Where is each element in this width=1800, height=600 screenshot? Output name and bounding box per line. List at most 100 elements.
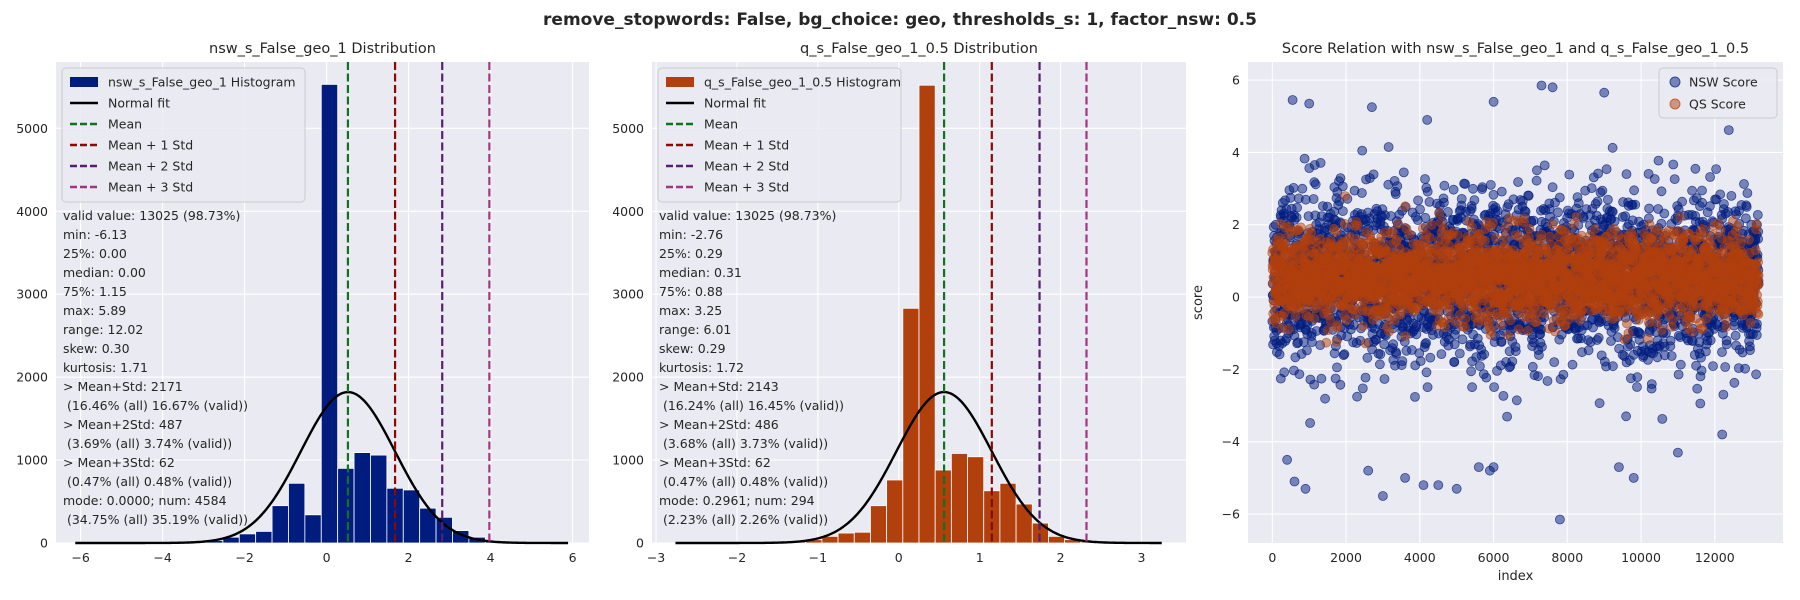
nsw-score-point [1523, 190, 1534, 201]
nsw-score-point [1475, 361, 1485, 372]
qs-score-point [1519, 213, 1529, 224]
nsw-score-point [1558, 369, 1569, 380]
qs-histogram-panel: −3 −2 −1 0 1 2 3010002000300040005000q_s_False… [612, 41, 1186, 565]
nsw-score-point [1443, 206, 1453, 217]
nsw-score-point [1300, 483, 1311, 494]
x-tick-label: 2000 [1330, 550, 1362, 565]
nsw-score-point [1717, 347, 1727, 358]
nsw-score-point [1415, 356, 1426, 367]
nsw-score-point [1532, 165, 1542, 176]
qs-score-point [1491, 233, 1501, 244]
nsw-score-point [1391, 348, 1402, 359]
nsw-score-point [1649, 174, 1660, 184]
nsw-score-point [1308, 194, 1319, 204]
nsw-score-point [1608, 361, 1618, 372]
qs-score-point [1513, 324, 1524, 335]
qs-score-point [1500, 222, 1511, 233]
x-tick-label: 6 [569, 550, 577, 565]
stats-line: (3.68% (all) 3.73% (valid)) [659, 436, 828, 451]
nsw-score-point [1603, 194, 1613, 205]
y-tick-label: 0 [636, 536, 644, 551]
x-tick-label: 0 [323, 550, 331, 565]
qs-score-point [1332, 322, 1343, 333]
nsw-score-point [1730, 330, 1741, 341]
nsw-score-point [1547, 82, 1558, 93]
stats-line: (3.69% (all) 3.74% (valid)) [63, 436, 232, 451]
nsw-score-point [1695, 398, 1706, 409]
stats-line: 25%: 0.00 [63, 246, 127, 261]
stats-line: (2.23% (all) 2.26% (valid)) [659, 512, 828, 527]
nsw-score-point [1420, 212, 1431, 223]
nsw-score-point [1367, 102, 1377, 113]
nsw-score-point [1614, 462, 1624, 473]
nsw-score-point [1339, 349, 1350, 360]
legend-label: Mean + 1 Std [704, 138, 789, 153]
nsw-score-point [1298, 337, 1309, 348]
qs-score-point [1339, 218, 1350, 229]
nsw-score-point [1357, 383, 1368, 394]
nsw-score-point [1705, 201, 1715, 212]
nsw-score-point [1553, 207, 1563, 218]
nsw-score-point [1554, 192, 1565, 203]
nsw-score-point [1316, 373, 1327, 384]
qs-score-point [1531, 316, 1542, 327]
qs-score-point [1460, 313, 1471, 324]
y-tick-label: 0 [40, 536, 48, 551]
nsw-score-point [1291, 212, 1302, 223]
legend-label: Mean [108, 117, 142, 132]
nsw-score-point [1721, 339, 1732, 350]
nsw-score-point [1675, 359, 1686, 370]
nsw-score-point [1601, 164, 1612, 175]
nsw-histogram-bar [238, 533, 257, 544]
nsw-score-point [1534, 350, 1544, 360]
nsw-histogram-bar [320, 83, 339, 544]
nsw-score-point [1646, 379, 1657, 390]
nsw-score-point [1335, 173, 1346, 184]
nsw-score-point [1502, 411, 1512, 422]
stats-line: kurtosis: 1.71 [63, 360, 148, 375]
x-tick-label: 3 [1138, 550, 1146, 565]
nsw-histogram-bar [255, 530, 273, 544]
y-tick-label: −4 [1222, 434, 1240, 449]
nsw-score-point [1449, 339, 1460, 350]
qs-score-point [1439, 322, 1450, 333]
nsw-score-point [1533, 371, 1543, 382]
nsw-score-point [1593, 168, 1603, 179]
qs-score-point [1331, 336, 1342, 347]
stats-line: 75%: 1.15 [63, 284, 127, 299]
normal-fit-curve [675, 390, 1162, 545]
nsw-score-point [1668, 159, 1679, 170]
y-tick-label: 0 [1232, 290, 1240, 305]
qs-histogram-bar [950, 453, 968, 544]
qs-score-point [1503, 330, 1513, 341]
figure-suptitle: remove_stopwords: False, bg_choice: geo,… [543, 10, 1257, 30]
qs-score-point [1524, 223, 1535, 234]
nsw-score-point [1653, 155, 1664, 166]
nsw-score-point [1717, 429, 1728, 440]
nsw-score-point [1751, 369, 1761, 380]
y-tick-label: 5000 [16, 121, 48, 136]
x-tick-label: 2 [1057, 550, 1065, 565]
nsw-score-point [1659, 208, 1670, 219]
qs-score-point [1486, 326, 1496, 337]
nsw-score-point [1696, 365, 1707, 376]
qs-score-point [1296, 222, 1306, 233]
x-tick-label: 0 [895, 550, 903, 565]
stats-line: > Mean+3Std: 62 [63, 455, 175, 470]
nsw-score-point [1621, 169, 1632, 180]
nsw-score-point [1507, 356, 1518, 367]
nsw-score-point [1310, 179, 1321, 190]
nsw-score-point [1592, 196, 1603, 207]
nsw-score-point [1657, 413, 1668, 424]
nsw-score-point [1567, 359, 1578, 370]
nsw-score-point [1418, 480, 1429, 491]
stats-line: (34.75% (all) 35.19% (valid)) [63, 512, 248, 527]
nsw-score-point [1368, 169, 1379, 180]
nsw-score-point [1433, 480, 1444, 491]
nsw-score-point [1467, 382, 1477, 393]
stats-line: median: 0.00 [63, 265, 146, 280]
nsw-score-point [1528, 215, 1539, 226]
nsw-score-point [1539, 160, 1550, 171]
nsw-histogram-bar [435, 516, 453, 544]
